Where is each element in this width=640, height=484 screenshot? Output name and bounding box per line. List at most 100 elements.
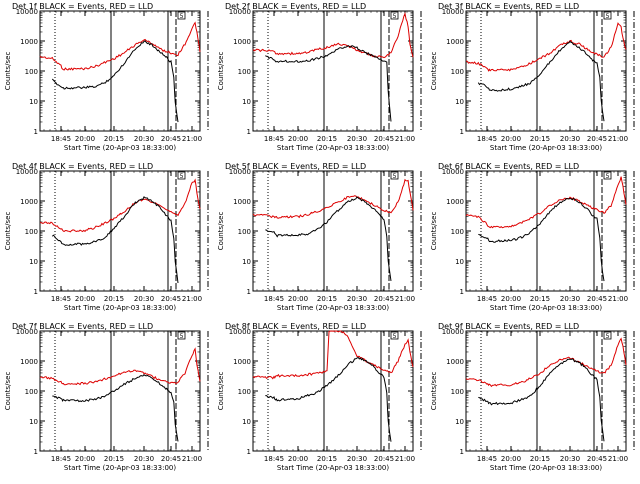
y-tick-label: 1000 (233, 198, 251, 206)
events-series-line (477, 40, 605, 122)
x-tick-label: 20:30 (347, 135, 367, 143)
x-axis-label: Start Time (20-Apr-03 18:33:00) (64, 304, 176, 312)
y-tick-label: 1 (34, 448, 38, 456)
chart-panel-2: Det 2f BLACK = Events, RED = LLD 1 10 100 10… (217, 2, 422, 152)
chart-panel-3: Det 3f BLACK = Events, RED = LLD 1 10 100 10… (430, 2, 635, 152)
y-tick-label: 10000 (16, 8, 38, 16)
chart-title: Det 8f BLACK = Events, RED = LLD (225, 322, 366, 331)
y-tick-label: 10 (455, 98, 464, 106)
marker-label: 5 (606, 333, 610, 340)
x-axis-label: Start Time (20-Apr-03 18:33:00) (277, 464, 389, 472)
y-tick-label: 10 (242, 258, 251, 266)
x-axis-label: Start Time (20-Apr-03 18:33:00) (64, 144, 176, 152)
x-tick-label: 20:15 (530, 455, 550, 463)
y-axis-label: Counts/sec (217, 372, 225, 411)
y-axis-label: Counts/sec (430, 212, 438, 251)
events-series-line (265, 44, 392, 122)
y-tick-label: 10000 (442, 168, 464, 176)
marker-box (603, 11, 612, 20)
x-tick-label: 20:15 (530, 295, 550, 303)
marker-label: 5 (180, 13, 184, 20)
y-tick-label: 10000 (442, 8, 464, 16)
chart-title: Det 5f BLACK = Events, RED = LLD (225, 162, 366, 171)
x-tick-label: 20:30 (560, 135, 580, 143)
chart-title: Det 7f BLACK = Events, RED = LLD (12, 322, 153, 331)
y-tick-label: 10 (29, 258, 38, 266)
y-tick-label: 1000 (20, 358, 38, 366)
x-tick-label: 18:45 (477, 455, 497, 463)
x-tick-label: 20:15 (530, 135, 550, 143)
x-tick-label: 20:00 (288, 295, 308, 303)
lld-series-line (252, 178, 414, 219)
y-tick-label: 1000 (446, 198, 464, 206)
x-tick-label: 20:30 (134, 295, 154, 303)
y-tick-label: 10000 (229, 8, 251, 16)
y-tick-label: 1 (247, 288, 251, 296)
y-tick-label: 1 (34, 128, 38, 136)
y-axis-label: Counts/sec (217, 212, 225, 251)
y-axis-label: Counts/sec (4, 372, 12, 411)
x-tick-label: 20:00 (501, 295, 521, 303)
x-tick-label: 18:45 (264, 295, 284, 303)
x-tick-label: 20:45 (587, 135, 607, 143)
chart-title: Det 3f BLACK = Events, RED = LLD (438, 2, 579, 11)
y-tick-label: 1000 (233, 38, 251, 46)
y-axis-label: Counts/sec (4, 212, 12, 251)
x-tick-label: 20:45 (587, 455, 607, 463)
marker-box (177, 171, 186, 180)
y-tick-label: 1 (247, 128, 251, 136)
x-tick-label: 21:00 (608, 455, 628, 463)
lld-series-line (252, 330, 414, 380)
chart-panel-8: Det 8f BLACK = Events, RED = LLD 1 10 100 10… (217, 322, 422, 472)
x-tick-label: 20:15 (317, 455, 337, 463)
y-tick-label: 100 (238, 228, 251, 236)
y-tick-label: 1000 (446, 358, 464, 366)
x-tick-label: 18:45 (51, 295, 71, 303)
chart-title: Det 6f BLACK = Events, RED = LLD (438, 162, 579, 171)
chart-panel-4: Det 4f BLACK = Events, RED = LLD 1 10 100 10… (4, 162, 209, 312)
x-tick-label: 20:30 (347, 295, 367, 303)
y-tick-label: 1 (460, 448, 464, 456)
x-tick-label: 20:15 (317, 135, 337, 143)
y-tick-label: 10 (242, 98, 251, 106)
x-tick-label: 21:00 (395, 135, 415, 143)
y-tick-label: 100 (25, 388, 38, 396)
x-tick-label: 21:00 (395, 295, 415, 303)
x-tick-label: 21:00 (182, 295, 202, 303)
x-tick-label: 20:00 (288, 455, 308, 463)
lld-series-line (39, 21, 201, 71)
lld-series-line (39, 347, 201, 386)
events-series-line (265, 196, 392, 281)
x-tick-label: 20:45 (374, 455, 394, 463)
chart-panel-1: Det 1f BLACK = Events, RED = LLD 1 10 100 10… (4, 2, 209, 152)
y-tick-label: 1 (34, 288, 38, 296)
y-tick-label: 100 (451, 388, 464, 396)
y-tick-label: 10 (242, 418, 251, 426)
x-tick-label: 20:00 (501, 455, 521, 463)
y-axis-label: Counts/sec (4, 52, 12, 91)
lld-series-line (465, 176, 627, 229)
events-series-line (478, 358, 605, 442)
x-tick-label: 20:15 (104, 295, 124, 303)
marker-box (390, 171, 399, 180)
events-series-line (51, 196, 179, 284)
y-tick-label: 10000 (442, 328, 464, 336)
x-tick-label: 20:15 (104, 455, 124, 463)
chart-panel-6: Det 6f BLACK = Events, RED = LLD 1 10 100 10… (430, 162, 635, 312)
x-tick-label: 20:15 (317, 295, 337, 303)
y-tick-label: 10000 (16, 328, 38, 336)
y-tick-label: 1000 (20, 198, 38, 206)
x-axis-label: Start Time (20-Apr-03 18:33:00) (64, 464, 176, 472)
x-axis-label: Start Time (20-Apr-03 18:33:00) (277, 304, 389, 312)
events-series-line (51, 40, 179, 123)
events-series-line (265, 356, 392, 442)
marker-box (603, 331, 612, 340)
chart-panel-5: Det 5f BLACK = Events, RED = LLD 1 10 100 10… (217, 162, 422, 312)
x-tick-label: 20:00 (75, 295, 95, 303)
x-tick-label: 20:00 (501, 135, 521, 143)
marker-box (177, 331, 186, 340)
x-tick-label: 20:00 (75, 455, 95, 463)
marker-box (390, 331, 399, 340)
x-tick-label: 20:45 (161, 295, 181, 303)
y-tick-label: 1 (460, 288, 464, 296)
